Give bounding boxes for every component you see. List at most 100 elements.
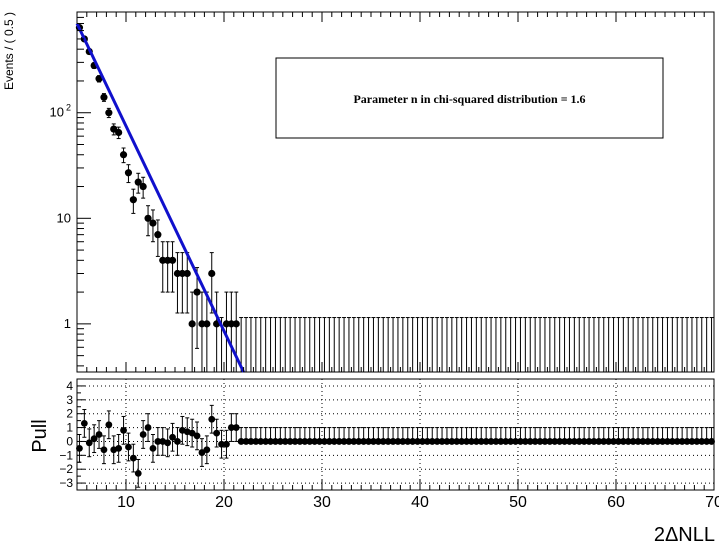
pull-data-point	[257, 438, 265, 445]
pull-data-point	[301, 438, 309, 445]
pull-data-point	[561, 438, 568, 445]
pull-data-point	[232, 424, 240, 431]
main-y-axis-label: Events / ( 0.5 )	[2, 12, 16, 90]
pull-data-point	[105, 421, 113, 429]
pull-data-point	[472, 438, 480, 445]
pull-data-point	[615, 438, 622, 445]
main-data-point	[149, 219, 157, 227]
pull-data-point	[605, 438, 613, 445]
pull-data-point	[673, 438, 681, 445]
pull-data-point	[507, 438, 515, 445]
pull-data-point	[683, 438, 691, 445]
pull-x-tick-label: 40	[411, 494, 429, 511]
pull-data-point	[267, 438, 274, 445]
pull-data-point	[453, 438, 461, 445]
pull-data-point	[580, 438, 588, 445]
pull-data-point	[708, 438, 715, 445]
pull-data-point	[227, 424, 235, 431]
pull-data-point	[120, 426, 127, 434]
pull-data-point	[115, 444, 123, 452]
pull-data-point	[409, 438, 417, 445]
pull-data-point	[223, 440, 230, 448]
main-data-point	[139, 182, 147, 191]
pull-data-point	[595, 438, 603, 445]
pull-data-point	[463, 438, 470, 445]
pull-data-point	[360, 438, 368, 445]
pull-data-point	[286, 438, 294, 445]
pull-data-point	[419, 438, 426, 445]
pull-data-point	[668, 438, 676, 445]
pull-data-point	[512, 438, 519, 445]
main-data-point	[129, 196, 137, 204]
pull-data-point	[291, 438, 299, 445]
pull-data-point	[330, 438, 338, 445]
pull-data-point	[590, 438, 598, 445]
pull-data-point	[95, 431, 103, 438]
pull-data-point	[575, 438, 583, 445]
pull-data-point	[639, 438, 647, 445]
pull-data-point	[325, 438, 333, 445]
pull-data-point	[203, 446, 211, 454]
pull-data-point	[316, 438, 323, 445]
pull-y-axis-label: Pull	[29, 419, 51, 452]
main-data-point	[115, 128, 123, 137]
pull-data-point	[433, 438, 441, 445]
pull-data-point	[487, 438, 495, 445]
pull-data-point	[438, 438, 446, 445]
pull-data-point	[629, 438, 637, 445]
pull-data-point	[649, 438, 657, 445]
pull-data-point	[541, 438, 549, 445]
pull-data-point	[174, 438, 181, 445]
pull-y-tick-label: −3	[59, 476, 73, 490]
pull-data-point	[556, 438, 564, 445]
main-y-tick-label: 10	[50, 105, 64, 120]
pull-data-point	[80, 420, 88, 427]
pull-data-point	[394, 438, 402, 445]
pull-data-point	[693, 438, 701, 445]
pull-data-point	[276, 438, 284, 445]
pull-data-point	[208, 415, 216, 423]
main-data-point	[95, 75, 103, 83]
pull-data-point	[193, 432, 201, 440]
pull-data-point	[218, 440, 225, 448]
pull-data-point	[517, 438, 524, 445]
pull-data-point	[252, 438, 260, 445]
pull-data-point	[306, 438, 314, 445]
pull-data-point	[502, 438, 510, 445]
pull-x-tick-label: 10	[117, 494, 135, 511]
pull-data-point	[296, 438, 304, 445]
pull-data-point	[619, 438, 627, 445]
pull-data-point	[644, 438, 652, 445]
pull-data-point	[384, 438, 392, 445]
pull-data-point	[340, 438, 348, 445]
pull-y-tick-label: 3	[66, 393, 73, 407]
pull-data-point	[448, 438, 456, 445]
pull-data-point	[350, 438, 358, 445]
pull-data-point	[546, 438, 554, 445]
main-data-point	[168, 256, 177, 264]
pull-data-point	[379, 438, 387, 445]
pull-data-point	[404, 438, 412, 445]
pull-x-tick-label: 50	[509, 494, 527, 511]
main-y-tick-label: 10	[57, 210, 71, 225]
main-data-point	[100, 93, 108, 101]
pull-data-point	[610, 438, 617, 445]
pull-data-point	[100, 446, 108, 454]
main-data-point	[193, 288, 201, 296]
pull-data-point	[698, 438, 706, 445]
pull-data-point	[90, 435, 98, 443]
pull-data-point	[551, 438, 559, 445]
pull-data-point	[688, 438, 696, 445]
x-axis-label: 2ΔNLL	[654, 524, 715, 546]
pull-data-point	[262, 438, 270, 445]
annotation-text: Parameter n in chi-squared distribution …	[353, 92, 585, 106]
pull-y-tick-label: 1	[66, 421, 73, 435]
pull-y-tick-label: 2	[66, 407, 73, 421]
main-data-point	[105, 109, 113, 117]
pull-data-point	[144, 424, 152, 431]
annotation-box	[275, 57, 664, 139]
